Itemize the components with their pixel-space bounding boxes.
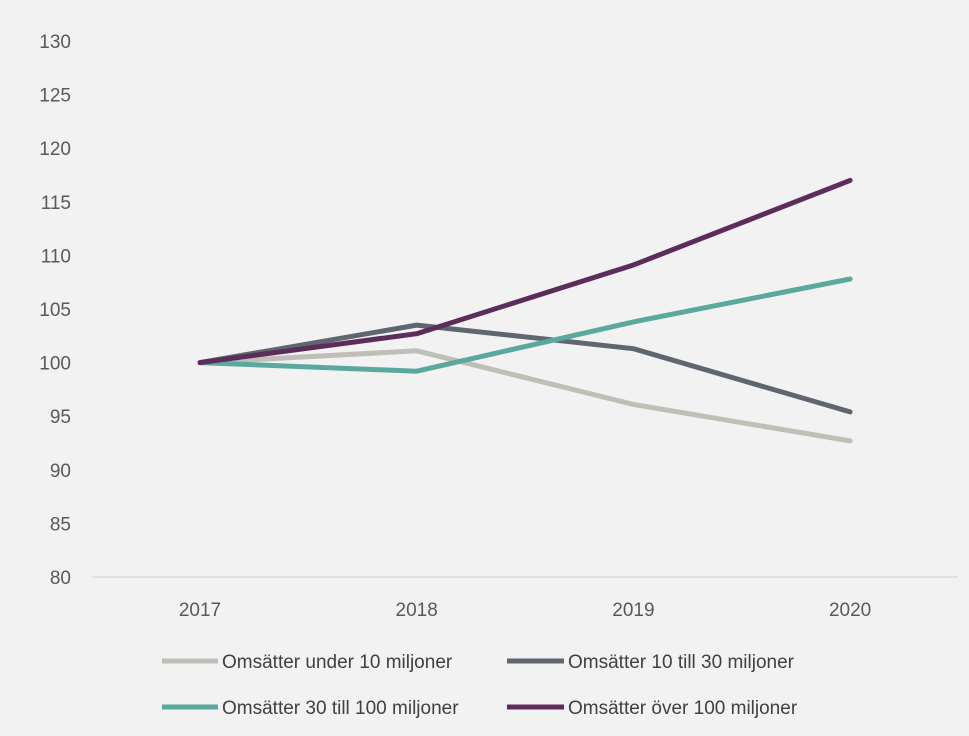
series-line (197, 322, 853, 415)
series-line (197, 276, 853, 374)
x-tick-label: 2019 (612, 600, 654, 621)
legend-label: Omsätter 30 till 100 miljoner (222, 698, 459, 719)
y-tick-label: 105 (39, 300, 71, 321)
y-tick-label: 115 (41, 193, 71, 214)
x-tick-label: 2017 (179, 600, 221, 621)
legend-label: Omsätter över 100 miljoner (568, 698, 798, 719)
x-tick-label: 2018 (396, 600, 438, 621)
y-tick-label: 110 (41, 246, 71, 267)
series-line (197, 177, 853, 366)
legend-label: Omsätter under 10 miljoner (222, 652, 453, 673)
y-tick-label: 80 (50, 568, 71, 589)
y-tick-label: 125 (39, 86, 71, 107)
y-axis-ticks: 80 85 90 95 100 105 110 115 120 125 130 (39, 32, 71, 589)
y-tick-label: 85 (50, 514, 71, 535)
y-tick-label: 95 (50, 407, 71, 428)
x-axis-ticks: 2017 2018 2019 2020 (179, 600, 871, 621)
y-tick-label: 120 (39, 139, 71, 160)
x-tick-label: 2020 (829, 600, 871, 621)
legend-label: Omsätter 10 till 30 miljoner (568, 652, 795, 673)
y-tick-label: 100 (39, 354, 71, 375)
y-tick-label: 130 (39, 32, 71, 53)
series-lines (197, 177, 853, 444)
legend: Omsätter under 10 miljoner Omsätter 10 ti… (162, 652, 798, 719)
series-line (197, 348, 853, 444)
y-tick-label: 90 (50, 461, 71, 482)
